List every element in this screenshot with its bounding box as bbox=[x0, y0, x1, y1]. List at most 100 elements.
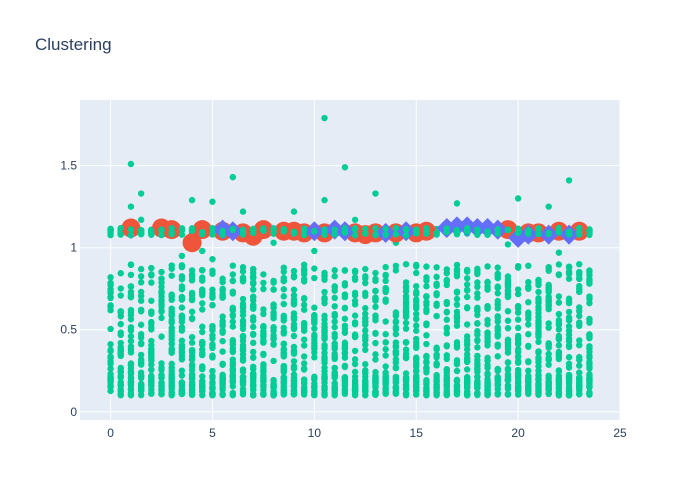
green-point bbox=[321, 383, 328, 390]
green-point bbox=[433, 291, 440, 299]
green-point bbox=[117, 374, 124, 381]
green-point bbox=[209, 231, 216, 238]
green-point bbox=[137, 273, 145, 280]
green-point bbox=[565, 308, 573, 316]
green-point bbox=[402, 288, 410, 295]
green-point bbox=[270, 332, 277, 339]
green-point bbox=[382, 263, 389, 271]
green-point bbox=[239, 274, 247, 281]
green-point bbox=[402, 313, 410, 320]
green-point bbox=[107, 325, 114, 333]
green-point bbox=[137, 361, 145, 368]
green-point bbox=[239, 390, 247, 397]
green-point bbox=[341, 374, 349, 381]
green-point bbox=[300, 306, 308, 313]
green-point bbox=[321, 324, 328, 331]
green-point bbox=[199, 351, 206, 359]
green-point bbox=[565, 268, 573, 276]
green-point bbox=[341, 229, 349, 236]
green-point bbox=[127, 306, 135, 314]
green-point bbox=[148, 361, 155, 368]
green-point bbox=[351, 274, 359, 281]
green-point bbox=[474, 231, 481, 238]
green-point bbox=[178, 231, 186, 238]
green-point bbox=[229, 323, 237, 330]
green-point bbox=[188, 381, 196, 388]
green-point bbox=[555, 348, 563, 356]
green-point bbox=[484, 278, 491, 286]
green-outlier-point bbox=[209, 198, 216, 205]
green-point bbox=[402, 319, 410, 327]
green-point bbox=[392, 388, 400, 396]
green-point bbox=[362, 265, 369, 273]
green-point bbox=[423, 292, 430, 300]
green-point bbox=[514, 286, 522, 293]
green-point bbox=[413, 327, 420, 334]
green-point bbox=[341, 362, 349, 370]
green-point bbox=[576, 377, 583, 384]
green-point bbox=[362, 379, 369, 387]
green-point bbox=[453, 339, 461, 346]
green-point bbox=[107, 294, 114, 302]
green-point bbox=[443, 300, 450, 308]
x-tick-label: 15 bbox=[410, 426, 424, 440]
green-point bbox=[250, 382, 257, 390]
green-point bbox=[260, 327, 267, 335]
green-point bbox=[474, 384, 481, 392]
green-point bbox=[178, 225, 186, 232]
green-point bbox=[372, 330, 379, 337]
green-point bbox=[331, 355, 338, 363]
green-point bbox=[209, 341, 216, 348]
green-point bbox=[199, 341, 206, 348]
green-point bbox=[290, 313, 298, 321]
green-point bbox=[270, 314, 277, 322]
green-point bbox=[209, 374, 216, 382]
green-point bbox=[514, 384, 522, 391]
green-point bbox=[117, 381, 124, 389]
green-point bbox=[107, 289, 114, 297]
green-point bbox=[545, 230, 552, 238]
green-point bbox=[433, 354, 440, 361]
green-point bbox=[402, 391, 410, 398]
green-point bbox=[341, 315, 349, 322]
green-point bbox=[127, 293, 135, 301]
green-point bbox=[453, 344, 461, 351]
green-point bbox=[463, 268, 471, 275]
green-point bbox=[311, 304, 318, 311]
green-point bbox=[494, 226, 501, 233]
green-point bbox=[504, 366, 512, 374]
green-point bbox=[413, 310, 420, 318]
green-point bbox=[127, 316, 135, 323]
x-tick-label: 10 bbox=[308, 426, 322, 440]
green-point bbox=[311, 354, 318, 361]
green-point bbox=[474, 283, 481, 291]
green-point bbox=[453, 322, 461, 329]
green-point bbox=[382, 298, 389, 305]
green-point bbox=[463, 281, 471, 288]
green-point bbox=[148, 297, 155, 304]
green-point bbox=[280, 324, 287, 332]
green-point bbox=[351, 232, 359, 239]
green-point bbox=[423, 332, 430, 339]
green-point bbox=[331, 303, 338, 310]
green-point bbox=[494, 290, 501, 297]
green-point bbox=[514, 366, 522, 374]
green-point bbox=[535, 375, 542, 383]
green-point bbox=[331, 330, 338, 338]
green-point bbox=[178, 283, 186, 290]
green-point bbox=[576, 288, 583, 296]
green-point bbox=[525, 384, 532, 391]
green-point bbox=[239, 229, 247, 236]
green-point bbox=[402, 386, 410, 393]
green-point bbox=[351, 297, 359, 305]
green-point bbox=[148, 348, 155, 355]
green-point bbox=[137, 380, 145, 388]
green-point bbox=[555, 310, 563, 318]
green-point bbox=[341, 344, 349, 352]
green-point bbox=[423, 226, 430, 234]
green-point bbox=[290, 365, 298, 372]
green-point bbox=[463, 377, 471, 385]
green-point bbox=[576, 337, 583, 344]
green-point bbox=[413, 263, 420, 270]
green-point bbox=[362, 321, 369, 328]
